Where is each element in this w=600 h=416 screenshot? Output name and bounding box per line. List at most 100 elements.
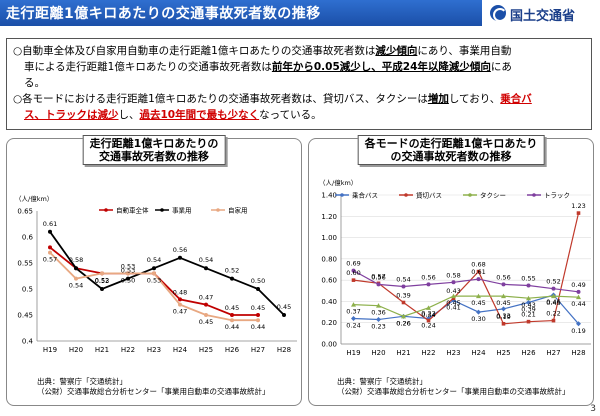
data-point xyxy=(526,283,531,288)
data-point xyxy=(74,276,78,281)
data-label: 0.56 xyxy=(496,273,510,281)
series-line-0 xyxy=(353,294,579,325)
legend-label: 自動車全体 xyxy=(116,206,149,215)
data-point xyxy=(282,313,286,317)
data-label: 0.50 xyxy=(251,277,265,285)
data-point xyxy=(351,315,356,321)
data-label: 0.52 xyxy=(546,278,560,286)
data-point xyxy=(230,276,234,281)
x-tick-label: H24 xyxy=(173,346,188,354)
data-point xyxy=(178,297,182,302)
data-label: 0.33 xyxy=(496,312,510,320)
data-point xyxy=(576,211,581,215)
data-label: 0.44 xyxy=(251,323,265,331)
data-label: 0.53 xyxy=(147,276,161,284)
data-point xyxy=(451,293,456,299)
x-tick-label: H19 xyxy=(43,346,57,354)
data-label: 0.26 xyxy=(396,319,410,327)
data-point xyxy=(526,295,531,301)
overall-fatality-chart: （人/億km） 0.4 0.45 0.5 0.55 0.6 0.65 H19 H20 H21 H22… xyxy=(15,194,297,354)
data-label: 0.43 xyxy=(521,301,535,309)
summary-box: ○自動車全体及び自家用自動車の走行距離1億キロあたりの交通事故死者数は減少傾向に… xyxy=(6,38,592,130)
x-tick-label: H25 xyxy=(496,349,510,357)
summary-line-2: 車による走行距離1億キロあたりの交通事故死者数は前年から0.05減少し、平成24… xyxy=(13,59,585,75)
data-point xyxy=(48,229,52,234)
data-point xyxy=(501,282,506,287)
data-label: 0.52 xyxy=(95,276,109,284)
data-label: 0.60 xyxy=(346,269,360,277)
data-label: 0.26 xyxy=(396,319,410,327)
legend-marker xyxy=(160,208,164,212)
data-label: 0.54 xyxy=(199,256,213,264)
data-label: 0.61 xyxy=(471,268,485,276)
data-point xyxy=(426,315,431,321)
data-label: 0.52 xyxy=(225,267,239,275)
data-label: 0.34 xyxy=(421,311,435,319)
data-label: 0.30 xyxy=(471,315,485,323)
data-point xyxy=(351,302,356,307)
data-label: 0.45 xyxy=(277,303,291,311)
legend-label: タクシー xyxy=(480,191,506,200)
x-tick-label: H28 xyxy=(571,349,585,357)
data-label: 0.45 xyxy=(546,299,560,307)
data-point xyxy=(426,318,431,323)
legend-label: 乗合バス xyxy=(352,191,378,200)
y-tick-label: 1.20 xyxy=(321,213,337,221)
y-tick-label: 0.55 xyxy=(17,260,33,268)
x-tick-label: H26 xyxy=(225,346,240,354)
overall-chart-title-line: 走行距離1億キロあたりの xyxy=(89,137,219,150)
overall-chart-panel: 走行距離1億キロあたりの 交通事故死者数の推移 （人/億km） 0.4 0.45 0.… xyxy=(6,135,302,406)
summary-line-3: る。 xyxy=(13,75,585,91)
summary-text: 車による走行距離1億キロあたりの交通事故死者数は xyxy=(24,61,272,73)
data-point xyxy=(526,319,531,324)
y-tick-label: 0.4 xyxy=(22,338,34,346)
overall-chart-title-line: 交通事故死者数の推移 xyxy=(99,150,209,163)
data-point xyxy=(152,266,156,271)
data-label: 0.44 xyxy=(571,300,585,308)
data-label: 0.23 xyxy=(371,323,385,331)
ministry-logo: 国土交通省 xyxy=(482,0,600,26)
data-label: 0.41 xyxy=(446,303,460,311)
x-tick-label: H27 xyxy=(251,346,265,354)
data-point xyxy=(376,303,381,308)
data-label: 0.54 xyxy=(69,282,83,290)
summary-line-5: ス、トラックは減少し、過去10年間で最も少なくなっている。 xyxy=(13,107,585,123)
data-label: 0.46 xyxy=(546,298,560,306)
data-label: 0.61 xyxy=(43,220,57,228)
data-point xyxy=(551,286,556,291)
data-point xyxy=(376,282,381,287)
y-tick-label: 0.6 xyxy=(22,234,34,242)
data-point xyxy=(126,271,130,276)
data-point xyxy=(126,276,130,281)
data-point xyxy=(376,317,381,323)
data-label: 0.53 xyxy=(95,277,109,285)
summary-highlight: 過去10年間で最も少なく xyxy=(139,109,260,121)
series-line-1 xyxy=(353,212,580,325)
legend-marker xyxy=(404,193,408,197)
data-label: 0.53 xyxy=(121,267,135,275)
data-label: 0.47 xyxy=(199,294,213,302)
summary-text: る。 xyxy=(24,77,45,89)
data-point xyxy=(204,266,208,271)
data-label: 0.50 xyxy=(121,276,135,284)
data-label: 0.53 xyxy=(121,262,135,270)
legend-label: トラック xyxy=(544,192,570,200)
summary-text: しており、 xyxy=(448,93,501,105)
data-point xyxy=(230,313,234,317)
summary-highlight: 乗合バ xyxy=(500,93,532,105)
y-tick-label: 1.40 xyxy=(321,192,337,200)
overall-chart-title: 走行距離1億キロあたりの 交通事故死者数の推移 xyxy=(82,135,226,165)
x-tick-label: H20 xyxy=(371,349,385,357)
data-point xyxy=(426,305,431,310)
y-tick-label: 0.60 xyxy=(321,277,337,285)
data-point xyxy=(401,300,406,305)
data-point xyxy=(256,318,260,323)
data-label: 0.22 xyxy=(546,310,560,318)
mode-chart-title: 各モードの走行距離1億キロあたり の交通事故死者数の推移 xyxy=(357,135,545,165)
summary-highlight: 減少傾向 xyxy=(375,45,418,57)
data-point xyxy=(256,313,260,317)
data-label: 0.58 xyxy=(446,271,460,279)
x-tick-label: H23 xyxy=(147,346,161,354)
summary-highlight: 増加 xyxy=(427,93,449,105)
data-label: 0.56 xyxy=(421,273,435,281)
